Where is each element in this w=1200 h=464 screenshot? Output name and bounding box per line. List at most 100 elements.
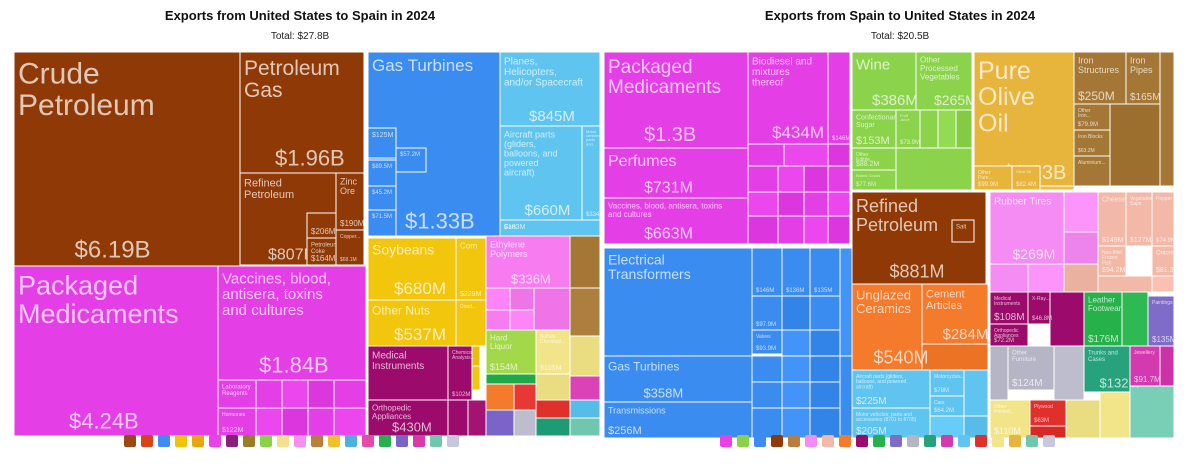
legend-swatch-icon[interactable] <box>226 435 238 447</box>
treemap-tile[interactable]: Chemical Analysis... $102M <box>447 345 475 401</box>
legend-swatch-icon[interactable] <box>379 435 391 447</box>
treemap-tile[interactable]: X-Ray... $46.8M <box>1027 291 1052 325</box>
treemap-tile[interactable]: Cars$183M <box>499 219 600 237</box>
treemap-tile[interactable]: Other Pure...$99.9M <box>973 165 1013 191</box>
treemap-tile[interactable]: Packaged Medicaments $1.3B <box>603 51 749 149</box>
legend-swatch-icon[interactable] <box>396 435 408 447</box>
treemap-tile[interactable]: Leather Footwear $176M <box>1083 291 1123 347</box>
legend-swatch-icon[interactable] <box>192 435 204 447</box>
treemap-tile[interactable]: Dried... <box>455 299 487 347</box>
legend-swatch-icon[interactable] <box>958 435 970 447</box>
treemap-tile[interactable]: Confectionary Sugar $153M <box>851 109 900 149</box>
legend-swatch-icon[interactable] <box>975 435 987 447</box>
treemap-tile[interactable]: Paintings $135M <box>1147 295 1177 347</box>
treemap-tile[interactable]: $146M <box>827 51 851 145</box>
legend-swatch-icon[interactable] <box>209 435 221 447</box>
treemap-tile[interactable]: Biodiesel and mixtures thereof $434M <box>747 51 829 145</box>
treemap-tile[interactable]: Orthopedic Appliances$430M <box>367 399 449 437</box>
legend-swatch-icon[interactable] <box>856 435 868 447</box>
legend-swatch-icon[interactable] <box>294 435 306 447</box>
treemap-tile[interactable]: Motor vehicles; parts and accessories (87… <box>851 407 931 439</box>
treemap-tile[interactable]: Other Nuts $537M <box>367 299 457 347</box>
legend-swatch-icon[interactable] <box>413 435 425 447</box>
treemap-tile[interactable]: Other Furniture $124M <box>1007 345 1055 391</box>
legend-swatch-icon[interactable] <box>924 435 936 447</box>
treemap-tile[interactable]: $146M <box>751 247 783 297</box>
treemap-tile[interactable]: Zinc Ore $190M <box>335 172 365 231</box>
legend-swatch-icon[interactable] <box>311 435 323 447</box>
treemap-tile[interactable]: Corn $229M <box>455 237 487 301</box>
treemap-tile[interactable]: Fruit Juice $73.9M <box>895 109 921 149</box>
legend-swatch-icon[interactable] <box>788 435 800 447</box>
treemap-tile[interactable]: Petroleum Gas $1.96B <box>239 51 365 174</box>
treemap-tile[interactable]: Salt <box>951 219 975 243</box>
treemap-tile[interactable]: Other Edible...$88.2M <box>851 147 897 171</box>
legend-swatch-icon[interactable] <box>992 435 1004 447</box>
treemap-tile[interactable]: $125M <box>367 127 397 159</box>
legend-swatch-icon[interactable] <box>737 435 749 447</box>
legend-swatch-icon[interactable] <box>124 435 136 447</box>
treemap-tile[interactable]: Cement Articles $284M <box>921 283 989 345</box>
treemap-tile[interactable]: Unglazed Ceramics $540M <box>851 283 929 371</box>
legend-swatch-icon[interactable] <box>447 435 459 447</box>
treemap-tile[interactable]: Baked Goods $77.6M <box>851 169 897 191</box>
treemap-tile[interactable]: Trunks and Cases $132M <box>1083 345 1139 393</box>
treemap-tile[interactable]: Sulfate Chemical... $105M <box>535 329 571 375</box>
legend-swatch-icon[interactable] <box>1026 435 1038 447</box>
treemap-tile[interactable]: Onions $81.3M <box>1151 245 1180 277</box>
treemap-tile[interactable]: Copper... $68.1M <box>335 229 365 266</box>
treemap-tile[interactable]: Rubber Tires $269M <box>989 191 1065 265</box>
legend-swatch-icon[interactable] <box>941 435 953 447</box>
treemap-tile[interactable]: $57.2M <box>395 147 427 173</box>
treemap-tile[interactable]: Vegetable Saps $127M <box>1125 191 1153 247</box>
treemap-tile[interactable]: Iron Pipes $165M <box>1125 51 1161 105</box>
legend-swatch-icon[interactable] <box>771 435 783 447</box>
treemap-tile[interactable]: Hard Liquor $154M <box>485 329 537 375</box>
treemap-tile[interactable]: $89.5M <box>367 159 397 191</box>
legend-swatch-icon[interactable] <box>907 435 919 447</box>
treemap-tile[interactable]: Aircraft parts (gliders, balloons, and po… <box>851 369 931 409</box>
legend-swatch-icon[interactable] <box>754 435 766 447</box>
treemap-tile[interactable]: Plywood $63M <box>1029 399 1067 427</box>
treemap-tile[interactable]: Soybeans $680M <box>367 237 457 301</box>
treemap-tile[interactable]: Crude Petroleum $6.19B <box>13 51 241 267</box>
treemap-tile[interactable]: Packaged Medicaments $4.24B <box>13 265 219 437</box>
legend-swatch-icon[interactable] <box>873 435 885 447</box>
treemap-tile[interactable]: Transmissions $256M <box>603 401 753 439</box>
treemap-tile[interactable]: Motorcycles... $78M <box>929 369 965 397</box>
treemap-tile[interactable]: Ethylene Polymers $336M <box>485 235 571 289</box>
treemap-tile[interactable]: Olive Oil $82.4M <box>1011 165 1041 191</box>
legend-swatch-icon[interactable] <box>260 435 272 447</box>
treemap-tile[interactable]: Gas Turbines $358M <box>603 355 753 403</box>
legend-swatch-icon[interactable] <box>328 435 340 447</box>
legend-swatch-icon[interactable] <box>141 435 153 447</box>
legend-swatch-icon[interactable] <box>720 435 732 447</box>
legend-swatch-icon[interactable] <box>243 435 255 447</box>
treemap-tile[interactable]: $97.9M <box>751 295 783 331</box>
treemap-tile[interactable]: Pepper $74.9M <box>1151 191 1176 247</box>
legend-swatch-icon[interactable] <box>345 435 357 447</box>
treemap-tile[interactable]: $135M <box>809 247 841 297</box>
treemap-tile[interactable]: Iron Blocks $63.2M <box>1073 129 1111 157</box>
treemap-tile[interactable]: Wine $386M <box>851 51 918 111</box>
legend-swatch-icon[interactable] <box>277 435 289 447</box>
treemap-tile[interactable]: Hormones $122M <box>217 407 257 437</box>
treemap-tile[interactable]: $71.5M <box>367 209 397 237</box>
treemap-tile[interactable]: Cheese $149M <box>1097 191 1127 247</box>
treemap-tile[interactable]: Other Iron... $79.9M <box>1073 103 1111 131</box>
legend-swatch-icon[interactable] <box>805 435 817 447</box>
treemap-tile[interactable]: Aluminium... <box>1073 155 1111 187</box>
treemap-tile[interactable]: Vaccines, blood, antisera, toxins and cult… <box>217 265 367 381</box>
legend-swatch-icon[interactable] <box>362 435 374 447</box>
treemap-tile[interactable]: Perfumes $731M <box>603 147 749 199</box>
legend-swatch-icon[interactable] <box>1009 435 1021 447</box>
treemap-tile[interactable]: Jewellery $91.7M <box>1129 345 1161 387</box>
treemap-tile[interactable]: Aircraft parts (gliders, balloons, and powe… <box>499 125 583 221</box>
treemap-tile[interactable]: Valves $93.9M <box>751 329 783 355</box>
treemap-tile[interactable]: Non-fillet Frozen Fish$94.2M <box>1097 245 1127 277</box>
treemap-tile[interactable]: $206M <box>306 212 337 239</box>
treemap-tile[interactable]: Other Processed Vegetables $265M <box>915 51 977 111</box>
treemap-tile[interactable]: $45.2M <box>367 185 397 211</box>
treemap-tile[interactable]: Petroleum Coke$164M <box>306 237 338 266</box>
